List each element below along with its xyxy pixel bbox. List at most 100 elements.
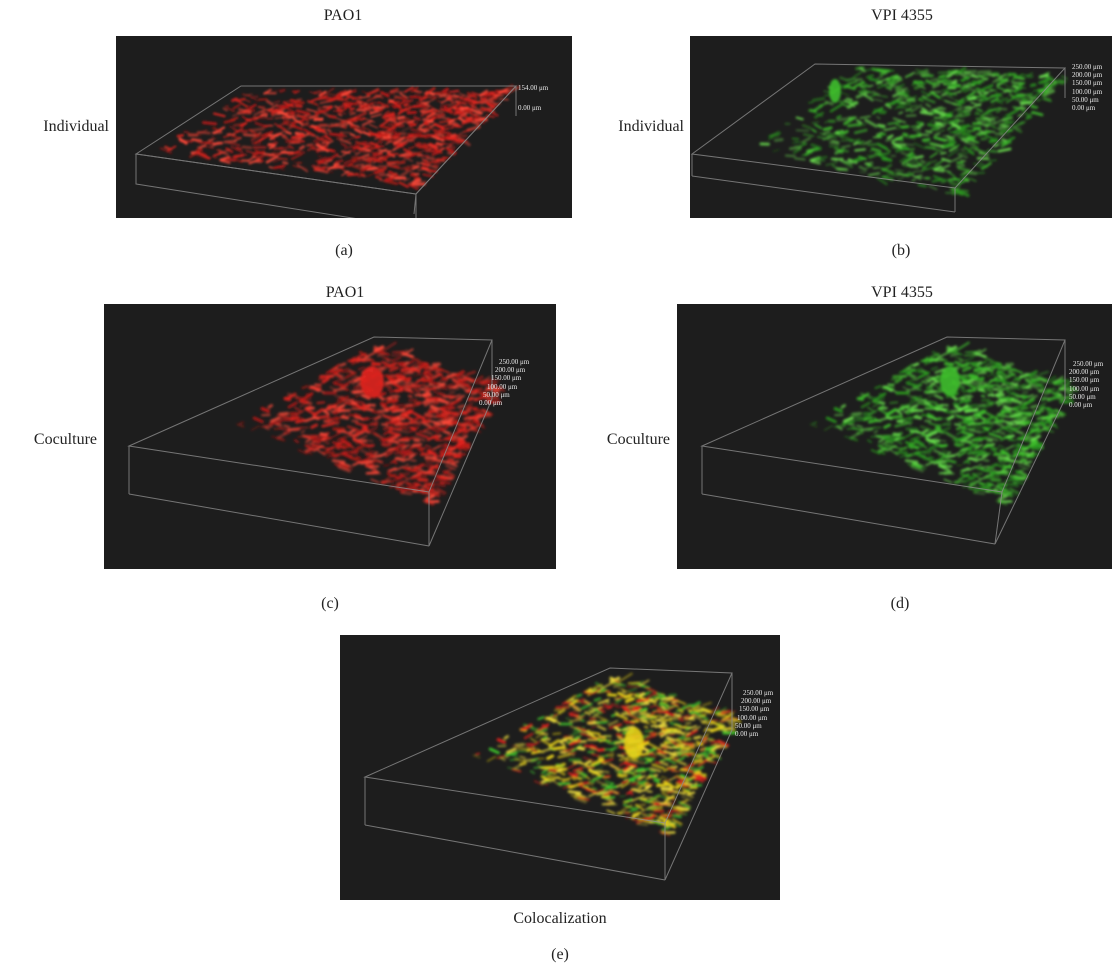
biofilm-texture — [445, 464, 456, 470]
biofilm-texture — [1017, 81, 1026, 87]
biofilm-texture — [947, 70, 954, 73]
biofilm-texture — [934, 110, 946, 117]
biofilm-texture — [682, 800, 691, 808]
biofilm-texture — [458, 113, 468, 119]
biofilm-texture — [1031, 110, 1044, 117]
biofilm-texture — [898, 370, 905, 374]
biofilm-texture — [613, 790, 619, 795]
biofilm-texture — [312, 440, 321, 444]
biofilm-texture — [413, 92, 422, 97]
biofilm-texture — [431, 135, 445, 142]
biofilm-texture — [274, 129, 286, 138]
biofilm-texture — [377, 109, 384, 113]
biofilm-texture — [841, 144, 851, 149]
biofilm-texture — [425, 168, 438, 174]
biofilm-texture — [967, 95, 977, 101]
scale-label: 0.00 μm — [479, 399, 503, 408]
biofilm-texture — [400, 361, 406, 366]
biofilm-texture — [881, 163, 893, 172]
biofilm-texture — [437, 373, 449, 381]
biofilm-texture — [1006, 423, 1015, 426]
biofilm-texture — [220, 159, 231, 164]
biofilm-texture — [385, 137, 399, 141]
biofilm-texture — [363, 439, 374, 442]
biofilm-texture — [394, 370, 409, 376]
biofilm-texture — [387, 377, 396, 384]
biofilm-texture — [570, 726, 581, 729]
biofilm-texture — [942, 113, 954, 121]
biofilm-texture — [1013, 74, 1026, 80]
biofilm-texture — [895, 89, 908, 99]
biofilm-texture — [1008, 487, 1020, 494]
biofilm-texture — [242, 133, 256, 138]
biofilm-texture — [423, 126, 432, 130]
biofilm-texture — [905, 74, 913, 78]
biofilm-texture — [373, 152, 384, 157]
biofilm-texture — [393, 403, 406, 408]
biofilm-texture — [921, 137, 931, 142]
biofilm-texture — [398, 181, 409, 188]
biofilm-texture — [824, 94, 831, 97]
biofilm-texture — [469, 108, 483, 115]
biofilm-texture — [876, 142, 888, 150]
biofilm-texture — [669, 754, 678, 757]
biofilm-texture — [784, 154, 796, 158]
biofilm-texture — [668, 728, 680, 731]
biofilm-texture — [422, 173, 434, 178]
biofilm-texture — [817, 136, 830, 141]
biofilm-texture — [336, 429, 342, 434]
biofilm-texture — [892, 117, 907, 124]
biofilm-texture — [358, 103, 371, 109]
biofilm-texture — [275, 423, 283, 427]
biofilm-texture — [449, 374, 457, 379]
biofilm-texture — [472, 754, 481, 759]
biofilm-texture — [981, 84, 994, 91]
biofilm-texture — [884, 103, 892, 109]
biofilm-texture — [327, 87, 335, 93]
biofilm-texture — [630, 701, 645, 707]
biofilm-texture — [1011, 398, 1022, 405]
biofilm-texture — [378, 140, 383, 144]
biofilm-texture — [304, 444, 314, 452]
biofilm-texture — [241, 145, 253, 150]
biofilm-texture — [898, 111, 904, 115]
biofilm-texture — [430, 427, 441, 434]
biofilm-texture — [411, 463, 423, 473]
biofilm-texture — [641, 715, 649, 719]
biofilm-texture — [570, 710, 579, 713]
panel-a-scale: 154.00 μm 0.00 μm — [518, 84, 548, 112]
biofilm-texture — [940, 180, 946, 184]
biofilm-texture — [655, 719, 666, 724]
biofilm-texture — [287, 427, 301, 432]
biofilm-texture — [854, 128, 868, 135]
biofilm-texture — [930, 78, 936, 82]
biofilm-texture — [520, 725, 530, 732]
biofilm-texture — [949, 131, 960, 134]
biofilm-texture — [631, 805, 640, 810]
biofilm-texture — [353, 415, 364, 420]
biofilm-texture — [1022, 96, 1030, 101]
biofilm-texture — [395, 374, 406, 379]
biofilm-texture — [429, 404, 440, 410]
biofilm-texture — [316, 123, 330, 128]
biofilm-texture — [344, 96, 350, 101]
biofilm-texture — [485, 114, 495, 118]
panel-c-caption: (c) — [321, 595, 339, 612]
biofilm-texture — [603, 791, 613, 797]
biofilm-texture — [444, 468, 453, 473]
biofilm-texture — [704, 759, 718, 764]
biofilm-texture — [409, 135, 419, 139]
biofilm-texture — [851, 427, 863, 431]
biofilm-texture — [481, 107, 492, 113]
biofilm-texture — [343, 157, 358, 165]
biofilm-texture — [658, 816, 670, 823]
biofilm-texture — [450, 126, 455, 129]
biofilm-texture — [468, 102, 475, 107]
biofilm-texture — [440, 131, 452, 136]
biofilm-texture — [347, 160, 357, 167]
biofilm-texture — [301, 115, 311, 119]
biofilm-texture — [325, 416, 339, 423]
biofilm-texture — [269, 104, 278, 110]
biofilm-texture — [413, 439, 420, 442]
biofilm-texture — [436, 483, 446, 488]
